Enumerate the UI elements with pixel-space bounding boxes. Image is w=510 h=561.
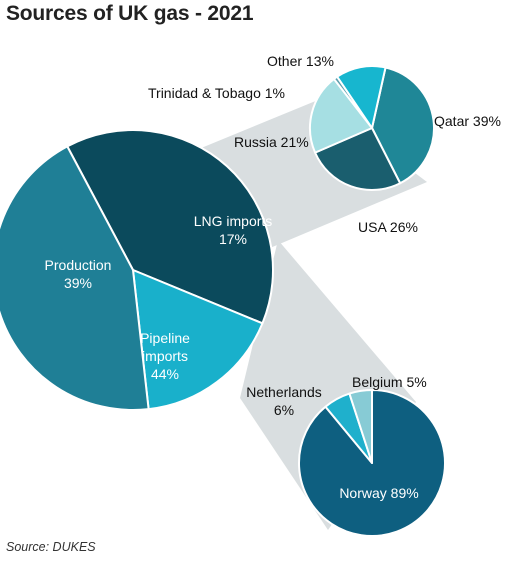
source-note: Source: DUKES (6, 540, 96, 554)
label-russia: Russia 21% (234, 134, 309, 150)
label-other: Other 13% (267, 53, 334, 69)
label-netherlands: Netherlands 6% (246, 384, 322, 418)
label-belgium: Belgium 5% (352, 374, 427, 390)
label-pipeline: Pipeline imports 44% (140, 330, 190, 382)
slice-lng (132, 269, 264, 411)
label-norway: Norway 89% (339, 485, 418, 501)
slice-production (66, 128, 274, 325)
label-qatar: Qatar 39% (434, 113, 501, 129)
slice-qatar (371, 66, 435, 185)
chart-title: Sources of UK gas - 2021 (6, 2, 254, 25)
pie-lng-breakdown (309, 65, 435, 191)
pie-main-sources (0, 128, 274, 411)
slice-russia (309, 78, 373, 154)
slice-norway (298, 389, 446, 537)
label-lng: LNG imports 17% (194, 213, 273, 247)
pie-pipeline-breakdown (298, 389, 446, 537)
slice-pipeline (0, 145, 150, 411)
label-layer: Production 39% LNG imports 17% Pipeline impor… (45, 53, 501, 501)
label-trinidad: Trinidad & Tobago 1% (148, 85, 285, 101)
label-production: Production 39% (45, 257, 112, 291)
slice-other (336, 65, 387, 129)
label-usa: USA 26% (358, 219, 418, 235)
slice-belgium (348, 389, 373, 464)
